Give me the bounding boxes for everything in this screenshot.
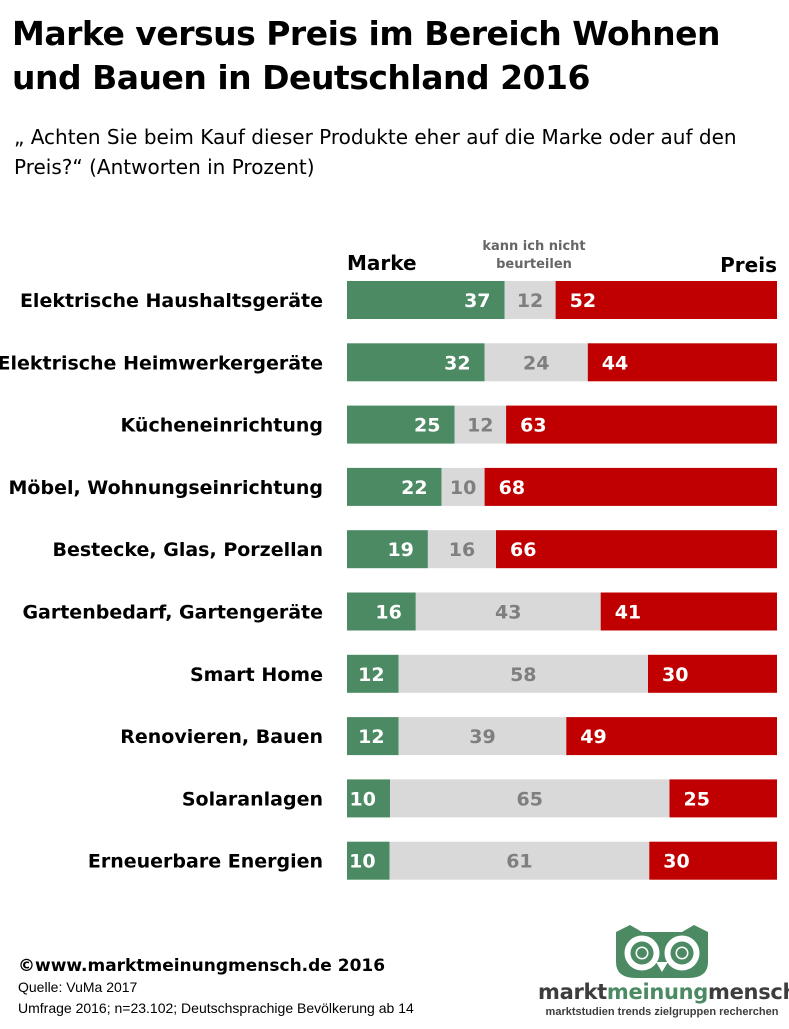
- data-label-brand: 37: [464, 290, 490, 312]
- category-label: Solaranlagen: [182, 788, 323, 810]
- data-label-brand: 10: [349, 851, 375, 873]
- bar-unknown: [454, 405, 507, 444]
- category-label: Bestecke, Glas, Porzellan: [53, 539, 324, 561]
- data-label-unknown: 58: [510, 664, 536, 686]
- data-label-unknown: 12: [517, 290, 543, 312]
- bar-unknown: [484, 343, 588, 382]
- bar-unknown: [415, 592, 601, 631]
- bar-price: [496, 530, 777, 569]
- data-label-price: 25: [684, 788, 710, 810]
- data-label-price: 63: [520, 415, 546, 437]
- stacked-bar-chart: Elektrische Haushaltsgeräte 37 12 52 Elektri…: [0, 281, 777, 880]
- survey-note: Umfrage 2016; n=23.102; Deutschsprachige…: [18, 1000, 414, 1016]
- legend-price: Preis: [720, 253, 777, 277]
- logo-wordmark: marktmeinungmensch: [538, 980, 789, 1004]
- bar-price: [506, 405, 777, 444]
- source-note: Quelle: VuMa 2017: [18, 979, 138, 995]
- legend-unknown: kann ich nicht beurteilen: [482, 239, 586, 272]
- bar-brand: [347, 717, 399, 756]
- bar-unknown: [441, 467, 485, 506]
- data-label-brand: 12: [358, 726, 384, 748]
- bar-price: [484, 467, 777, 506]
- data-label-brand: 16: [375, 602, 401, 624]
- category-label: Erneuerbare Energien: [88, 851, 323, 873]
- chart-subtitle: „ Achten Sie beim Kauf dieser Produkte e…: [14, 125, 737, 179]
- data-label-brand: 22: [401, 477, 427, 499]
- data-label-brand: 19: [387, 539, 413, 561]
- bar-unknown: [390, 779, 670, 818]
- bar-price: [648, 654, 777, 693]
- category-label: Renovieren, Bauen: [120, 726, 323, 748]
- bar-brand: [347, 530, 428, 569]
- data-label-unknown: 65: [517, 788, 543, 810]
- bar-brand: [347, 343, 485, 382]
- data-label-brand: 25: [414, 415, 440, 437]
- copyright: ©www.marktmeinungmensch.de 2016: [18, 956, 386, 976]
- bar-unknown: [427, 530, 497, 569]
- category-label: Gartenbedarf, Gartengeräte: [22, 602, 323, 624]
- brand-logo: marktmeinungmensch marktstudien trends z…: [538, 922, 789, 1022]
- bar-unknown: [398, 717, 567, 756]
- legend-brand: Marke: [347, 251, 417, 275]
- data-label-price: 44: [602, 352, 628, 374]
- bar-brand: [347, 467, 442, 506]
- bar-unknown: [389, 841, 650, 880]
- bar-price: [555, 281, 777, 319]
- bar-brand: [347, 779, 390, 818]
- bar-brand: [347, 841, 390, 880]
- data-label-price: 41: [615, 602, 641, 624]
- data-label-brand: 10: [350, 788, 376, 810]
- data-label-price: 52: [570, 290, 596, 312]
- owl-icon: [616, 925, 708, 978]
- data-label-unknown: 10: [450, 477, 476, 499]
- data-label-unknown: 16: [449, 539, 475, 561]
- chart-title: Marke versus Preis im Bereich Wohnen und…: [12, 14, 721, 97]
- bar-price: [649, 841, 777, 880]
- data-label-price: 30: [663, 851, 689, 873]
- data-label-brand: 12: [358, 664, 384, 686]
- data-label-price: 66: [510, 539, 536, 561]
- category-label: Elektrische Heimwerkergeräte: [0, 352, 323, 374]
- data-label-unknown: 43: [495, 602, 521, 624]
- data-label-unknown: 39: [469, 726, 495, 748]
- category-label: Möbel, Wohnungseinrichtung: [9, 477, 323, 499]
- category-label: Kücheneinrichtung: [121, 415, 323, 437]
- category-label: Smart Home: [190, 664, 323, 686]
- data-label-unknown: 61: [506, 851, 532, 873]
- bar-brand: [347, 592, 416, 631]
- data-label-price: 68: [499, 477, 525, 499]
- logo-tagline: marktstudien trends zielgruppen recherch…: [545, 1006, 779, 1018]
- bar-brand: [347, 654, 399, 693]
- bar-brand: [347, 281, 505, 319]
- category-label: Elektrische Haushaltsgeräte: [20, 290, 323, 312]
- data-label-unknown: 12: [467, 415, 493, 437]
- data-label-brand: 32: [444, 352, 470, 374]
- data-label-price: 30: [662, 664, 688, 686]
- bar-brand: [347, 405, 455, 444]
- bar-price: [566, 717, 777, 756]
- bar-price: [600, 592, 777, 631]
- data-label-price: 49: [580, 726, 606, 748]
- bar-price: [669, 779, 777, 818]
- bar-price: [587, 343, 777, 382]
- bar-unknown: [504, 281, 556, 319]
- data-label-unknown: 24: [523, 352, 549, 374]
- bar-unknown: [398, 654, 648, 693]
